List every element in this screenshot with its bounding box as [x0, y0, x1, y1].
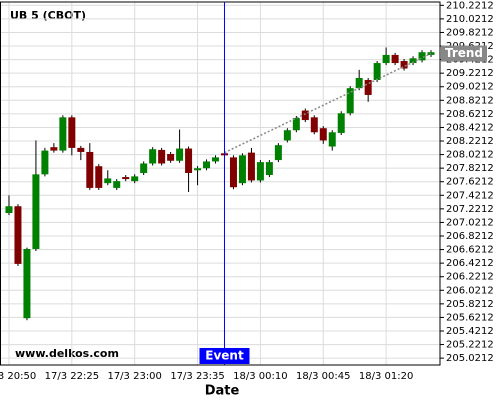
trend-label-box — [441, 45, 487, 62]
y-tick-label: 207.6212 — [446, 177, 494, 188]
candle-body — [346, 88, 354, 114]
candle-body — [203, 161, 211, 169]
y-tick-label: 208.6212 — [446, 109, 494, 120]
y-tick-label: 208.2212 — [446, 136, 494, 147]
candle-body — [292, 118, 300, 131]
candle-body — [382, 54, 390, 64]
candle-body — [418, 52, 426, 61]
y-tick-label: 207.4212 — [446, 190, 494, 201]
candle-body — [274, 145, 282, 161]
y-tick-label: 205.0212 — [446, 353, 494, 364]
candle-body — [176, 148, 184, 161]
candle-body — [131, 176, 139, 182]
y-tick-label: 210.2212 — [446, 0, 494, 11]
y-tick-label: 205.2212 — [446, 340, 494, 351]
y-tick-label: 207.8212 — [446, 163, 494, 174]
candle-body — [32, 174, 40, 249]
chart-title: UB 5 (CBOT) — [10, 9, 86, 22]
candle-body — [104, 178, 112, 184]
candle-body — [158, 149, 166, 164]
y-tick-label: 208.4212 — [446, 122, 494, 133]
candle-body — [50, 147, 58, 151]
candle-body — [23, 248, 31, 319]
candle-body — [140, 163, 148, 173]
y-tick-label: 209.8212 — [446, 27, 494, 38]
candle-body — [185, 148, 193, 173]
candle-body — [301, 110, 309, 121]
x-tick-label: 17/3 23:35 — [170, 371, 224, 382]
plot-frame — [0, 1, 441, 366]
candle-body — [337, 113, 345, 133]
candle-body — [373, 63, 381, 81]
y-tick-label: 206.4212 — [446, 258, 494, 269]
event-label-box — [199, 348, 250, 364]
watermark: www.delkos.com — [15, 347, 119, 360]
candle-body — [265, 162, 273, 176]
y-tick-label: 205.4212 — [446, 326, 494, 337]
y-tick-label: 207.0212 — [446, 217, 494, 228]
x-tick-label: 18/3 00:10 — [233, 371, 287, 382]
y-tick-label: 206.2212 — [446, 272, 494, 283]
candle-body — [364, 80, 372, 95]
candle-body — [400, 61, 408, 69]
candle-body — [14, 206, 22, 264]
x-tick-label: 18/3 00:45 — [296, 371, 350, 382]
candle-body — [256, 162, 264, 181]
candle-body — [122, 177, 130, 180]
y-tick-label: 207.2212 — [446, 204, 494, 215]
plot-area — [0, 2, 440, 365]
candle-body — [149, 149, 157, 164]
candle-body — [247, 152, 255, 181]
candle-body — [5, 206, 13, 214]
x-tick-label: 17/3 20:50 — [0, 371, 36, 382]
candle-body — [238, 155, 246, 184]
trend-label: Trend — [445, 46, 483, 60]
candle-body — [68, 117, 76, 148]
candle-body — [167, 153, 175, 161]
candle-body — [194, 168, 202, 171]
event-label: Event — [205, 349, 244, 363]
x-tick-label: 17/3 22:25 — [45, 371, 99, 382]
y-tick-label: 206.8212 — [446, 231, 494, 242]
candle-body — [59, 117, 67, 151]
y-tick-label: 205.8212 — [446, 299, 494, 310]
x-tick-label: 17/3 23:00 — [107, 371, 161, 382]
candle-body — [113, 181, 121, 188]
candle-body — [86, 151, 94, 188]
y-tick-label: 206.6212 — [446, 245, 494, 256]
candle-body — [212, 157, 220, 162]
candle-body — [77, 147, 85, 152]
candle-body — [355, 77, 363, 89]
y-tick-label: 208.8212 — [446, 95, 494, 106]
candle-body — [328, 132, 336, 147]
candle-body — [41, 150, 49, 175]
x-tick-label: 18/3 01:20 — [359, 371, 413, 382]
y-tick-label: 210.0212 — [446, 14, 494, 25]
candle-body — [283, 130, 291, 141]
y-tick-label: 209.2212 — [446, 68, 494, 79]
candle-body — [95, 166, 103, 188]
y-tick-label: 208.0212 — [446, 150, 494, 161]
y-tick-label: 205.6212 — [446, 312, 494, 323]
y-tick-label: 206.0212 — [446, 285, 494, 296]
y-tick-label: 209.0212 — [446, 82, 494, 93]
candle-body — [409, 58, 417, 64]
candle-body — [229, 157, 237, 188]
candle-body — [310, 117, 318, 133]
candle-body — [391, 54, 399, 64]
candle-body — [319, 128, 327, 141]
x-axis-label: Date — [205, 384, 240, 399]
